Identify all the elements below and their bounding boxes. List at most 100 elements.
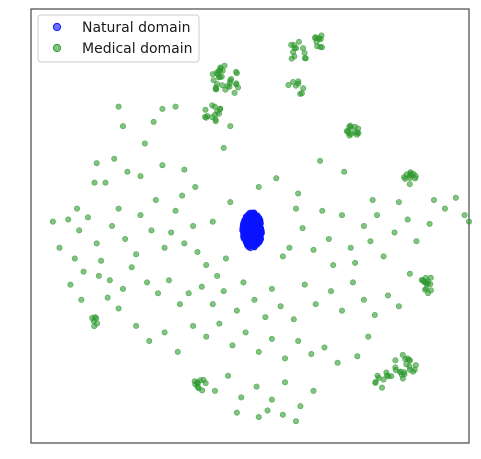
medical-point xyxy=(465,218,472,225)
medical-point xyxy=(384,372,391,379)
medical-point xyxy=(360,223,367,230)
medical-point xyxy=(295,38,302,45)
medical-point xyxy=(422,286,429,293)
points-layer xyxy=(49,32,472,425)
medical-point xyxy=(375,374,382,381)
medical-point xyxy=(238,394,245,401)
medical-point xyxy=(253,383,260,390)
medical-point xyxy=(56,244,63,251)
medical-point xyxy=(384,292,391,299)
medical-point xyxy=(372,379,379,386)
medical-point xyxy=(461,212,468,219)
medical-point xyxy=(264,407,271,414)
medical-point xyxy=(297,403,304,410)
medical-point xyxy=(413,238,420,245)
medical-point xyxy=(300,85,307,92)
medical-point xyxy=(133,322,140,329)
medical-point xyxy=(211,387,218,394)
medical-point xyxy=(334,359,341,366)
medical-point xyxy=(227,199,234,206)
medical-point xyxy=(124,168,131,175)
medical-point xyxy=(73,205,80,212)
medical-point xyxy=(115,205,122,212)
medical-point xyxy=(181,240,188,247)
medical-point xyxy=(209,301,216,308)
medical-point xyxy=(279,411,286,418)
medical-point xyxy=(220,288,227,295)
medical-point xyxy=(213,86,220,93)
medical-point xyxy=(92,314,99,321)
medical-point xyxy=(330,262,337,269)
medical-point xyxy=(285,81,292,88)
medical-point xyxy=(288,41,295,48)
medical-point xyxy=(111,155,118,162)
medical-point xyxy=(172,207,179,214)
medical-point xyxy=(119,285,126,292)
medical-point xyxy=(262,314,269,321)
medical-point xyxy=(185,290,192,297)
medical-point xyxy=(137,212,144,219)
medical-point xyxy=(220,144,227,151)
medical-point xyxy=(76,227,83,234)
medical-point xyxy=(217,64,224,71)
medical-point xyxy=(441,205,448,212)
medical-point xyxy=(192,381,199,388)
medical-point xyxy=(216,320,223,327)
medical-point xyxy=(341,168,348,175)
medical-point xyxy=(115,305,122,312)
medical-point xyxy=(346,132,353,139)
medical-point xyxy=(392,357,399,364)
medical-point xyxy=(282,379,289,386)
medical-point xyxy=(119,123,126,130)
medical-point xyxy=(354,353,361,360)
medical-point xyxy=(203,262,210,269)
medical-point xyxy=(352,259,359,266)
medical-point xyxy=(430,196,437,203)
medical-point xyxy=(152,196,159,203)
natural-point xyxy=(256,235,263,242)
medical-point xyxy=(325,236,332,243)
medical-point xyxy=(279,253,286,260)
medical-point xyxy=(80,268,87,275)
legend-marker-natural xyxy=(52,22,62,32)
medical-point xyxy=(299,225,306,232)
medical-point xyxy=(301,281,308,288)
medical-point xyxy=(240,279,247,286)
medical-point xyxy=(312,34,319,41)
medical-point xyxy=(211,103,218,110)
medical-point xyxy=(312,301,319,308)
medical-point xyxy=(295,338,302,345)
medical-point xyxy=(225,372,232,379)
medical-point xyxy=(255,183,262,190)
medical-point xyxy=(161,244,168,251)
medical-point xyxy=(328,288,335,295)
legend: Natural domain Medical domain xyxy=(37,14,200,63)
medical-point xyxy=(427,274,434,281)
medical-point xyxy=(115,103,122,110)
medical-point xyxy=(233,409,240,416)
medical-point xyxy=(65,216,72,223)
medical-point xyxy=(141,140,148,147)
medical-point xyxy=(251,296,258,303)
medical-point xyxy=(219,82,226,89)
medical-point xyxy=(150,118,157,125)
medical-point xyxy=(273,175,280,182)
medical-point xyxy=(268,396,275,403)
medical-point xyxy=(255,348,262,355)
medical-point xyxy=(338,212,345,219)
medical-point xyxy=(338,307,345,314)
medical-point xyxy=(392,367,399,374)
medical-point xyxy=(155,290,162,297)
medical-point xyxy=(402,175,409,182)
medical-point xyxy=(49,218,56,225)
medical-point xyxy=(202,113,209,120)
medical-point xyxy=(235,84,242,91)
medical-point xyxy=(209,71,216,78)
medical-point xyxy=(137,173,144,180)
medical-point xyxy=(380,253,387,260)
medical-point xyxy=(310,387,317,394)
natural-point xyxy=(254,220,261,227)
medical-point xyxy=(190,223,197,230)
medical-point xyxy=(231,89,238,96)
medical-point xyxy=(165,277,172,284)
